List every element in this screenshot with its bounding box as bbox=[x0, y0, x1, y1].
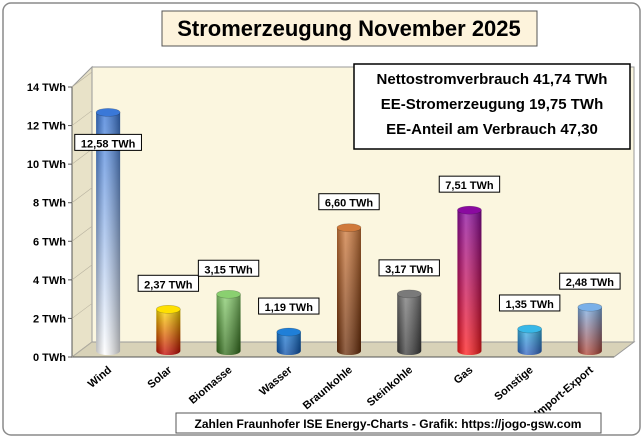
y-tick-label: 6 TWh bbox=[33, 236, 66, 248]
y-tick-depth-line bbox=[71, 264, 93, 281]
y-tick-label: 14 TWh bbox=[27, 82, 66, 94]
y-tick-depth-line bbox=[71, 341, 93, 358]
bar-solar bbox=[156, 304, 181, 355]
value-label: 6,60 TWh bbox=[318, 193, 380, 211]
bar-top bbox=[577, 302, 603, 312]
value-label-text: 7,51 TWh bbox=[445, 180, 494, 192]
value-label: 3,17 TWh bbox=[378, 259, 440, 277]
y-tick-label: 2 TWh bbox=[33, 313, 66, 325]
value-label-text: 2,37 TWh bbox=[144, 279, 193, 291]
info-line-renewables: EE-Stromerzeugung 19,75 TWh bbox=[381, 96, 604, 113]
bar-top bbox=[156, 304, 181, 314]
value-label-box bbox=[74, 133, 142, 151]
value-labels: 12,58 TWh 2,37 TWh 3,15 TWh 1,19 TWh 6,60 TW… bbox=[74, 133, 621, 315]
bar-shading bbox=[517, 328, 542, 355]
value-label: 12,58 TWh bbox=[74, 133, 142, 151]
info-line-share: EE-Anteil am Verbrauch 47,30 bbox=[386, 121, 598, 138]
source-text: Zahlen Fraunhofer ISE Energy-Charts - Gr… bbox=[195, 417, 582, 431]
y-tick-label: 12 TWh bbox=[27, 121, 66, 133]
bar-shading bbox=[457, 210, 482, 355]
bar-gas bbox=[457, 205, 482, 355]
plot-left-wall bbox=[71, 65, 93, 358]
y-tick-label: 10 TWh bbox=[27, 159, 66, 171]
value-label-box bbox=[498, 294, 561, 312]
y-tick-depth-line bbox=[71, 226, 93, 242]
chart-title: Stromerzeugung November 2025 bbox=[177, 16, 521, 41]
bar-wasser bbox=[276, 327, 302, 355]
value-label-box bbox=[438, 175, 501, 193]
y-tick-depth-line bbox=[71, 303, 93, 319]
y-ticks: 0 TWh 2 TWh 4 TWh 6 TWh 8 TWh 10 TWh 12 TWh 14 … bbox=[27, 71, 93, 364]
y-tick-label: 8 TWh bbox=[33, 198, 66, 210]
bar-shading bbox=[337, 227, 361, 355]
value-label: 7,51 TWh bbox=[438, 175, 501, 193]
y-tick-depth-line bbox=[71, 110, 93, 126]
y-tick-depth-line bbox=[71, 187, 93, 203]
bars bbox=[95, 108, 603, 355]
value-label-text: 3,17 TWh bbox=[385, 264, 434, 276]
value-label: 3,15 TWh bbox=[197, 259, 260, 277]
bar-wind bbox=[95, 108, 121, 355]
bar-top bbox=[457, 205, 482, 215]
bar-sonstige bbox=[517, 324, 542, 355]
info-box bbox=[353, 63, 631, 150]
value-label-text: 12,58 TWh bbox=[81, 138, 136, 150]
bar-shading bbox=[96, 112, 121, 355]
bar-top bbox=[95, 108, 121, 117]
bar-top bbox=[517, 324, 542, 334]
bar-import-export bbox=[577, 302, 603, 355]
value-label-box bbox=[559, 272, 621, 290]
bar-shading bbox=[276, 332, 301, 355]
value-label-text: 3,15 TWh bbox=[204, 264, 253, 276]
bar-top bbox=[396, 289, 422, 299]
bar-shading bbox=[397, 293, 422, 355]
y-tick-depth-line bbox=[71, 148, 93, 165]
y-tick-label: 4 TWh bbox=[33, 275, 66, 287]
bar-shading bbox=[216, 294, 241, 355]
bar-steinkohle bbox=[396, 289, 422, 355]
value-label-box bbox=[378, 259, 440, 277]
bar-top bbox=[216, 289, 241, 299]
title-box bbox=[161, 10, 538, 47]
value-label-text: 2,48 TWh bbox=[566, 277, 615, 289]
value-label-text: 6,60 TWh bbox=[325, 198, 374, 210]
value-label-box bbox=[318, 193, 380, 211]
value-label-text: 1,35 TWh bbox=[506, 299, 555, 311]
value-label: 2,48 TWh bbox=[559, 272, 621, 290]
source-box bbox=[175, 412, 602, 434]
bar-top bbox=[336, 223, 362, 233]
value-label-box bbox=[137, 274, 200, 292]
value-label-box bbox=[258, 297, 320, 315]
y-tick-depth-line bbox=[71, 71, 93, 88]
bar-biomasse bbox=[216, 289, 241, 355]
value-label: 2,37 TWh bbox=[137, 274, 200, 292]
value-label: 1,35 TWh bbox=[498, 294, 561, 312]
bar-top bbox=[276, 327, 302, 337]
bar-shading bbox=[577, 307, 602, 355]
bar-shading bbox=[156, 309, 181, 355]
info-line-consumption: Nettostromverbrauch 41,74 TWh bbox=[377, 71, 608, 88]
value-label-text: 1,19 TWh bbox=[265, 302, 314, 314]
value-label-box bbox=[197, 259, 260, 277]
y-tick-label: 0 TWh bbox=[33, 352, 66, 364]
value-label: 1,19 TWh bbox=[258, 297, 320, 315]
bar-braunkohle bbox=[336, 223, 362, 355]
